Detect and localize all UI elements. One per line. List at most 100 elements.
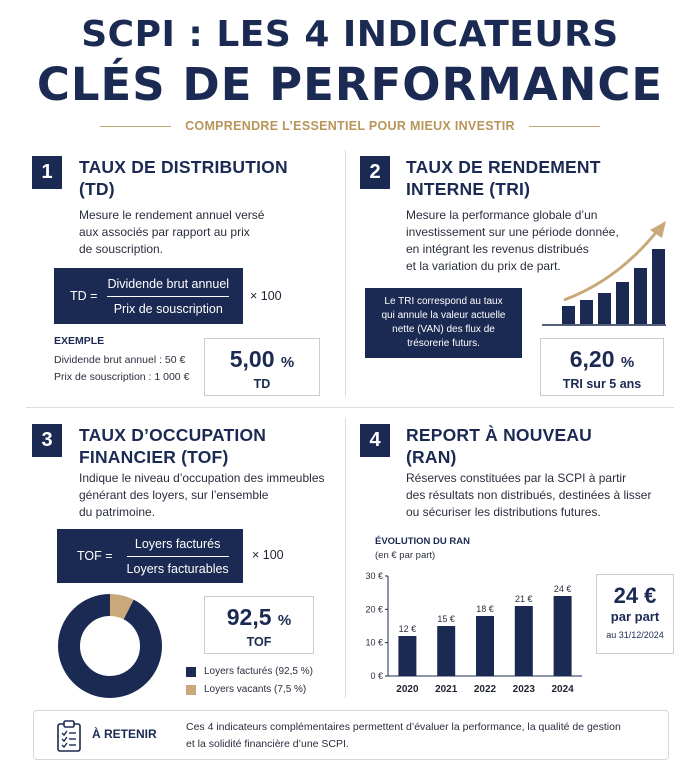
tof-value-number: 92,5 — [226, 604, 272, 630]
tri-value-unit: % — [620, 354, 635, 371]
ran-title-line2: (RAN) — [406, 447, 457, 467]
td-example-line2: Prix de souscription : 1 000 € — [54, 371, 190, 383]
legend-item-occupied: Loyers facturés (92,5 %) — [186, 666, 313, 677]
y-tick-label: 10 € — [365, 638, 383, 648]
ran-desc-line1: Réserves constituées par la SCPI à parti… — [406, 471, 627, 485]
td-formula-bar — [107, 295, 230, 297]
x-tick-label: 2021 — [435, 684, 458, 695]
td-example: Dividende brut annuel : 50 € Prix de sou… — [54, 352, 189, 386]
bar-value-label: 15 € — [437, 614, 455, 624]
ran-desc-line3: ou sécuriser les distributions futures. — [406, 505, 601, 519]
y-tick-label: 0 € — [370, 671, 383, 681]
legend-label-vacant: Loyers vacants (7,5 %) — [204, 684, 307, 695]
tof-value-unit: % — [277, 612, 292, 629]
horizontal-divider — [26, 407, 674, 408]
tri-value: 6,20 % — [541, 346, 663, 373]
tof-formula-times: × 100 — [252, 548, 284, 562]
retenir-box: À RETENIR Ces 4 indicateurs complémentai… — [33, 710, 669, 760]
tof-formula-box: TOF = Loyers facturés Loyers facturables — [57, 529, 243, 583]
tri-description: Mesure la performance globale d’un inves… — [406, 207, 646, 275]
retenir-text-line2: et la solidité financière d’une SCPI. — [186, 738, 349, 750]
ran-title-line1: REPORT À NOUVEAU — [406, 425, 592, 445]
tri-note-box: Le TRI correspond au taux qui annule la … — [365, 288, 522, 358]
retenir-text-line1: Ces 4 indicateurs complémentaires permet… — [186, 721, 621, 733]
tof-desc-line3: du patrimoine. — [79, 505, 156, 519]
td-desc-line1: Mesure le rendement annuel versé — [79, 208, 265, 222]
clipboard-checklist-icon — [57, 720, 81, 752]
tri-title-line2: INTERNE (TRI) — [406, 179, 531, 199]
td-value: 5,00 % — [205, 346, 319, 373]
td-value-label: TD — [253, 377, 271, 391]
ran-value-label: par part — [610, 609, 660, 624]
x-tick-label: 2020 — [396, 684, 419, 695]
tri-value-label: TRI sur 5 ans — [562, 377, 642, 391]
page-title-line1: SCPI : LES 4 INDICATEURS — [81, 14, 619, 55]
tof-formula-numerator: Loyers facturés — [134, 536, 221, 551]
bar-value-label: 18 € — [476, 604, 494, 614]
ran-description: Réserves constituées par la SCPI à parti… — [406, 470, 671, 521]
tri-desc-line4: et la variation du prix de part. — [406, 259, 561, 273]
section-number-2: 2 — [360, 156, 390, 189]
page-subtitle: COMPRENDRE L’ESSENTIEL POUR MIEUX INVEST… — [185, 119, 515, 133]
vertical-divider-bottom — [345, 418, 346, 698]
ran-chart-title: ÉVOLUTION DU RAN — [375, 536, 470, 547]
td-formula-numerator: Dividende brut annuel — [107, 276, 230, 291]
retenir-title: À RETENIR — [92, 727, 157, 741]
vertical-divider-top — [345, 150, 346, 396]
td-description: Mesure le rendement annuel versé aux ass… — [79, 207, 309, 258]
td-title: TAUX DE DISTRIBUTION (TD) — [79, 156, 288, 200]
tof-formula-lhs: TOF = — [77, 549, 113, 563]
tri-note-line2: qui annule la valeur actuelle — [381, 310, 506, 321]
tof-legend: Loyers facturés (92,5 %) Loyers vacants … — [186, 666, 313, 695]
tof-desc-line1: Indique le niveau d’occupation des immeu… — [79, 471, 325, 485]
y-tick-label: 20 € — [365, 604, 383, 614]
td-formula-lhs: TD = — [70, 289, 98, 303]
td-formula-times: × 100 — [250, 289, 282, 303]
td-title-line1: TAUX DE DISTRIBUTION — [79, 157, 288, 177]
x-tick-label: 2024 — [551, 684, 574, 695]
x-tick-label: 2022 — [474, 684, 497, 695]
ran-value-box: 24 € par part au 31/12/2024 — [596, 574, 674, 654]
growth-bars-arrow-icon — [542, 221, 666, 326]
ran-chart-unit: (en € par part) — [375, 550, 436, 561]
tof-value: 92,5 % — [205, 604, 313, 631]
td-value-number: 5,00 — [229, 346, 275, 372]
bar-2020 — [398, 636, 417, 676]
tof-title-line1: TAUX D’OCCUPATION — [79, 425, 267, 445]
legend-swatch-vacant — [186, 684, 196, 695]
bar-2021 — [437, 626, 456, 676]
tri-value-box: 6,20 % TRI sur 5 ans — [540, 338, 664, 396]
legend-swatch-occupied — [186, 666, 196, 677]
tri-desc-line3: en intégrant les revenus distribués — [406, 242, 589, 256]
donut-occupied — [58, 594, 162, 698]
ran-value: 24 € — [613, 583, 657, 608]
tri-note-line4: trésorerie futurs. — [407, 338, 480, 349]
ran-value-date: au 31/12/2024 — [606, 630, 664, 640]
td-example-line1: Dividende brut annuel : 50 € — [54, 354, 186, 366]
td-value-unit: % — [280, 354, 295, 371]
tof-description: Indique le niveau d’occupation des immeu… — [79, 470, 339, 521]
tof-value-label: TOF — [246, 635, 272, 649]
td-desc-line3: de souscription. — [79, 242, 164, 256]
tof-donut-chart — [58, 594, 162, 698]
tof-title-line2: FINANCIER (TOF) — [79, 447, 229, 467]
td-example-title: EXEMPLE — [54, 335, 105, 347]
donut-vacant — [58, 594, 162, 698]
tri-desc-line1: Mesure la performance globale d’un — [406, 208, 598, 222]
td-title-line2: (TD) — [79, 179, 115, 199]
td-value-box: 5,00 % TD — [204, 338, 320, 396]
divider-left — [100, 125, 172, 127]
bar-2024 — [553, 596, 572, 676]
ran-bar-chart: 0 € 10 € 20 € 30 € 12 € 2020 15 € 2021 18 € 2022 2… — [365, 571, 582, 695]
section-number-1: 1 — [32, 156, 62, 189]
ran-desc-line2: des résultats non distribués, destinées … — [406, 488, 652, 502]
tof-formula-bar — [126, 555, 229, 557]
td-formula-fraction: Dividende brut annuel Prix de souscripti… — [107, 276, 230, 316]
tri-note-line3: nette (VAN) des flux de — [392, 324, 495, 335]
tof-value-box: 92,5 % TOF — [204, 596, 314, 654]
tri-note-line1: Le TRI correspond au taux — [384, 296, 503, 307]
section-number-3: 3 — [32, 424, 62, 457]
tri-desc-line2: investissement sur une période donnée, — [406, 225, 619, 239]
tri-title: TAUX DE RENDEMENT INTERNE (TRI) — [406, 156, 601, 200]
tof-formula-denominator: Loyers facturables — [126, 561, 229, 576]
